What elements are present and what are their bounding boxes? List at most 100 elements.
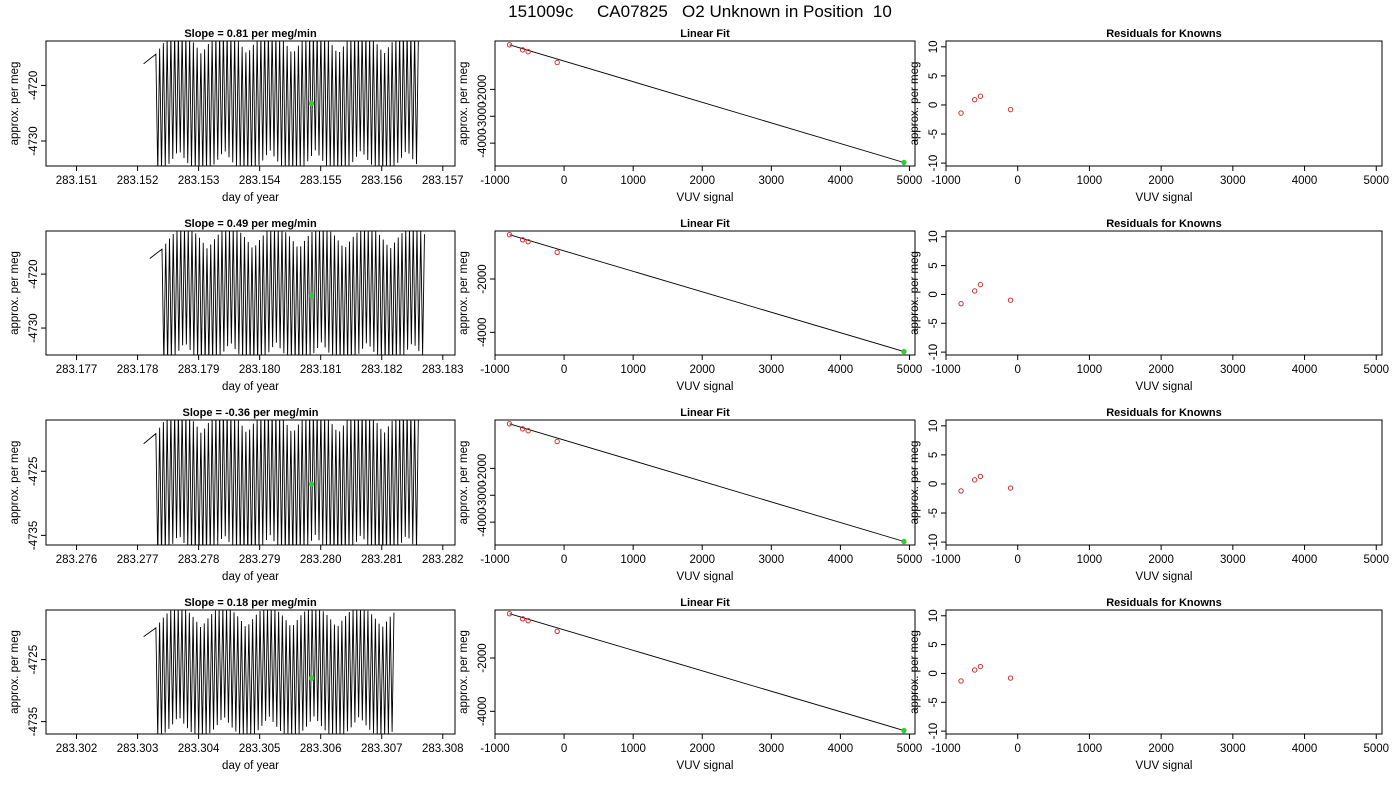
residual-point [958,300,964,307]
x-tick-label: 5000 [1363,364,1389,376]
y-tick-label: -4735 [28,521,40,550]
panel-title: Slope = 0.49 per meg/min [184,218,317,230]
page-title: 151009c CA07825 O2 Unknown in Position 1… [508,2,892,21]
unknown-point [308,481,315,487]
panel-r4-c3: Residuals for Knowns -1000 0 1000 2000 3000 40… [909,597,1389,772]
x-tick-label: 3000 [1220,175,1246,187]
y-tick-label: -10 [928,155,940,172]
plot-frame [45,40,456,167]
residual-point [958,110,964,116]
y-tick-label: -10 [928,534,940,551]
x-axis-label: VUV signal [1136,381,1193,393]
known-point [506,42,513,48]
x-tick-label: 283.182 [361,364,403,376]
panel-data [958,281,1014,307]
plot-frame [494,419,916,546]
panel-data [149,231,425,355]
y-tick-label: -4000 [477,318,489,347]
residual-point [958,488,964,494]
x-tick-label: 283.278 [178,554,220,566]
plot-frame [494,609,916,735]
y-axis-label: approx. per meg [9,62,21,146]
panel-data [143,420,419,545]
y-axis-label: approx. per meg [458,630,470,714]
y-tick-label: -5 [928,508,940,518]
y-tick-label: 5 [928,641,940,647]
x-tick-label: 283.279 [239,554,281,566]
residual-point [977,93,984,99]
unknown-point [308,100,315,106]
x-tick-label: 283.282 [422,554,464,566]
residual-point [958,678,964,684]
x-axis-label: VUV signal [677,192,734,204]
x-tick-label: 283.307 [361,743,403,755]
y-tick-label: 10 [928,230,940,243]
x-axis-label: day of year [222,571,279,583]
x-tick-label: 3000 [759,743,785,755]
x-tick-label: 283.177 [56,364,98,376]
x-tick-label: -1000 [931,554,960,566]
signal-trace [143,41,419,166]
residual-point [977,663,984,670]
x-tick-label: 1000 [1077,743,1103,755]
x-tick-label: 4000 [828,743,854,755]
x-tick-label: 2000 [689,554,715,566]
residual-point [971,477,978,483]
x-tick-label: 283.152 [117,175,159,187]
known-point [554,438,560,445]
x-tick-label: 283.281 [361,554,403,566]
fit-line [509,234,905,352]
unknown-point [308,292,315,299]
x-tick-label: 3000 [1220,554,1246,566]
unknown-point [308,675,315,681]
panel-data [143,610,395,734]
x-tick-label: -1000 [480,743,509,755]
x-tick-label: -1000 [931,364,960,376]
x-tick-label: 0 [1015,554,1021,566]
y-axis-label: approx. per meg [9,251,21,335]
panel-r3-c2: Linear Fit -1000 0 1000 2000 3000 4000 5000 -200… [458,407,922,583]
x-tick-label: 283.153 [178,175,220,187]
panel-title: Residuals for Knowns [1106,218,1222,230]
y-tick-label: -4735 [28,707,40,736]
unknown-point [901,348,907,355]
x-tick-label: -1000 [480,364,509,376]
plot-frame [45,419,456,546]
y-tick-label: -2000 [477,75,489,104]
x-tick-label: 4000 [1292,364,1318,376]
x-tick-label: 2000 [689,743,715,755]
y-tick-label: -3000 [477,481,489,510]
known-point [506,611,513,617]
x-tick-label: 0 [561,743,567,755]
known-point [525,617,531,624]
y-tick-label: 10 [928,609,940,622]
x-axis-label: VUV signal [677,571,734,583]
known-point [554,628,560,635]
plot-frame [494,40,916,167]
panel-r3-c1: Slope = -0.36 per meg/min 283.276 283.277 2… [9,407,464,583]
panel-r4-c1: Slope = 0.18 per meg/min 283.302 283.303 28… [9,597,464,772]
unknown-point [901,159,907,166]
panel-data [506,611,907,734]
fit-line [509,44,905,163]
panel-r1-c2: Linear Fit -1000 0 1000 2000 3000 4000 5000 -200… [458,28,922,204]
y-tick-label: -4730 [28,313,40,342]
panel-title: Linear Fit [680,597,730,609]
known-point [525,428,531,434]
y-axis-label: approx. per meg [9,441,21,525]
panel-data [506,421,907,545]
y-axis-label: approx. per meg [909,251,921,335]
x-tick-label: 283.154 [239,175,281,187]
panel-r2-c1: Slope = 0.49 per meg/min 283.177 283.178 28… [9,218,464,393]
known-point [519,47,526,53]
panel-title: Slope = 0.18 per meg/min [184,597,317,609]
x-tick-label: 5000 [897,743,923,755]
known-point [525,238,531,245]
x-tick-label: 1000 [1077,364,1103,376]
panel-title: Linear Fit [680,218,730,230]
x-tick-label: 283.155 [300,175,342,187]
y-tick-label: -2000 [477,643,489,672]
x-tick-label: 283.308 [422,743,464,755]
x-tick-label: 5000 [1363,175,1389,187]
